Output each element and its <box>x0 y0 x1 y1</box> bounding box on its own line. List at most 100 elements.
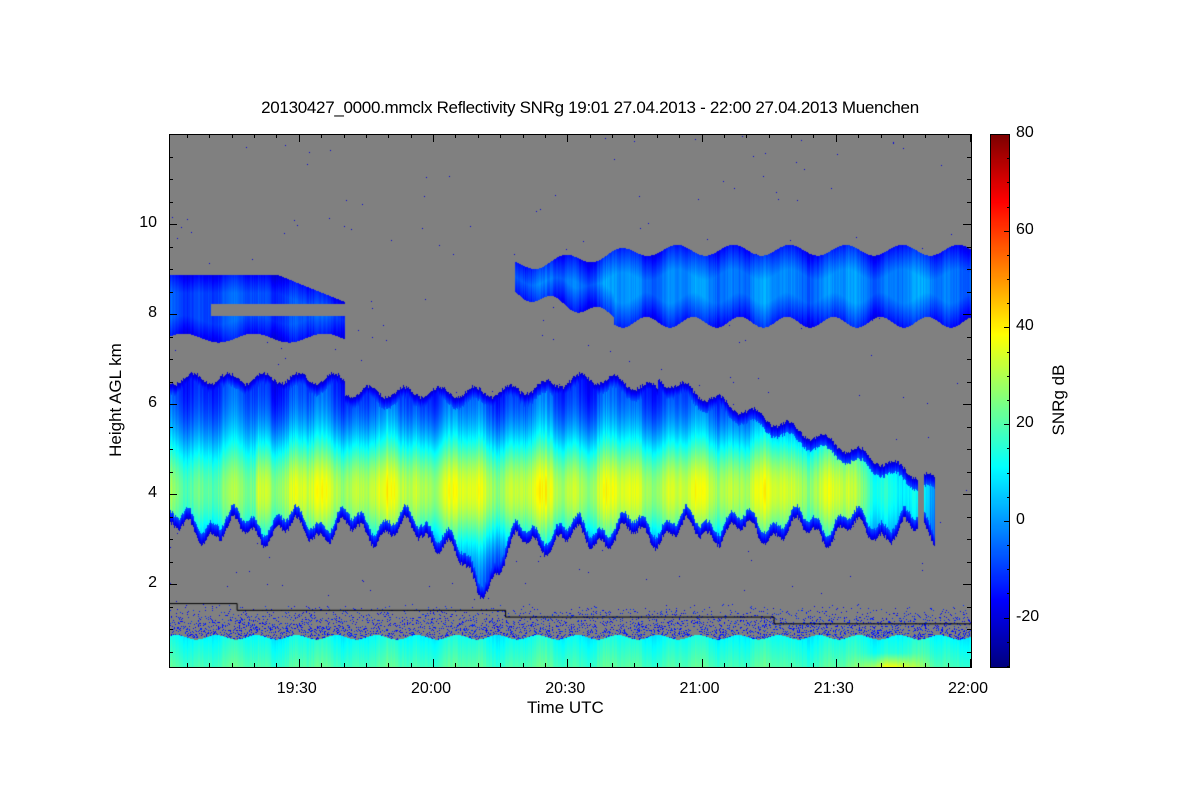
y-tick <box>967 629 971 631</box>
colorbar-tick <box>1007 351 1010 353</box>
y-tick <box>967 269 971 271</box>
colorbar-tick <box>1007 158 1010 160</box>
x-tick <box>276 134 278 138</box>
x-tick <box>701 134 703 142</box>
colorbar-tick <box>1004 424 1010 426</box>
x-tick <box>902 663 904 667</box>
y-tick <box>963 134 971 135</box>
x-tick <box>254 663 256 667</box>
x-tick <box>567 659 569 667</box>
y-tick <box>967 561 971 563</box>
y-tick <box>169 336 173 338</box>
x-tick <box>612 663 613 667</box>
colorbar-tick <box>1004 327 1010 329</box>
x-tick <box>231 134 233 138</box>
y-tick <box>169 629 173 631</box>
x-tick <box>902 134 904 138</box>
colorbar-tick <box>1007 279 1010 281</box>
x-tick <box>746 663 748 667</box>
y-tick-label: 6 <box>148 394 157 412</box>
x-tick <box>813 134 815 138</box>
y-tick <box>963 584 971 586</box>
x-tick <box>455 134 457 138</box>
y-tick-label: 8 <box>148 304 157 322</box>
x-tick <box>544 134 546 138</box>
x-tick-label: 21:30 <box>813 680 854 697</box>
colorbar-tick <box>1007 303 1010 305</box>
x-tick <box>925 134 927 138</box>
chart-title: 20130427_0000.mmclx Reflectivity SNRg 19… <box>261 98 919 117</box>
colorbar-tick <box>1004 617 1010 619</box>
x-tick <box>589 134 591 138</box>
y-tick <box>967 449 971 451</box>
colorbar-tick <box>1004 520 1010 522</box>
y-tick <box>169 606 173 608</box>
y-tick <box>169 561 173 563</box>
y-tick <box>169 246 173 248</box>
y-tick <box>169 449 173 451</box>
x-tick <box>679 134 681 138</box>
x-tick <box>813 663 815 667</box>
colorbar-tick <box>1007 545 1010 547</box>
x-tick <box>567 134 569 142</box>
x-tick <box>880 663 882 667</box>
x-tick <box>723 663 725 667</box>
y-tick <box>967 179 971 180</box>
colorbar-tick <box>1007 400 1010 401</box>
x-tick <box>858 663 860 667</box>
x-tick <box>612 134 613 138</box>
y-tick-label: 4 <box>148 484 157 502</box>
x-tick <box>947 134 949 138</box>
y-tick <box>169 651 173 653</box>
x-tick <box>835 659 837 667</box>
y-tick <box>169 516 173 518</box>
x-tick-label: 20:00 <box>411 680 452 697</box>
colorbar-tick-label: 80 <box>1016 124 1034 141</box>
x-tick <box>388 663 390 667</box>
x-tick <box>634 134 636 138</box>
x-tick <box>410 134 412 138</box>
x-tick <box>701 659 703 667</box>
colorbar-tick <box>1004 230 1010 232</box>
y-tick <box>963 224 971 226</box>
x-tick <box>343 663 345 667</box>
x-tick <box>589 663 591 667</box>
x-tick-label: 20:30 <box>545 680 586 697</box>
x-tick <box>835 134 837 142</box>
x-tick <box>768 663 770 667</box>
x-tick <box>522 663 524 667</box>
y-tick <box>967 606 971 608</box>
y-tick <box>169 134 177 135</box>
y-tick <box>169 314 177 316</box>
x-tick <box>276 663 278 667</box>
x-tick <box>634 663 636 667</box>
y-tick <box>963 404 971 406</box>
x-axis-label: Time UTC <box>527 698 604 717</box>
colorbar-tick <box>1007 666 1010 667</box>
colorbar-label: SNRg dB <box>1049 364 1068 436</box>
y-tick <box>169 404 177 406</box>
colorbar-tick <box>1007 641 1010 643</box>
y-tick <box>967 201 971 203</box>
x-tick <box>298 134 300 142</box>
y-tick <box>967 426 971 428</box>
y-tick <box>169 156 173 158</box>
x-tick <box>343 134 345 138</box>
x-tick <box>209 134 211 138</box>
y-tick <box>967 516 971 518</box>
y-tick <box>169 359 173 361</box>
y-tick <box>967 651 971 653</box>
colorbar-tick-label: 60 <box>1016 220 1034 238</box>
x-tick <box>321 663 323 667</box>
colorbar-tick-label: 0 <box>1016 510 1025 528</box>
x-tick <box>970 134 971 142</box>
y-tick <box>169 584 177 586</box>
y-tick <box>967 291 971 293</box>
colorbar <box>990 134 1010 668</box>
x-tick <box>500 663 502 667</box>
x-tick <box>791 134 792 138</box>
colorbar-tick <box>1007 569 1010 571</box>
x-tick <box>186 663 188 667</box>
x-tick <box>477 134 479 138</box>
